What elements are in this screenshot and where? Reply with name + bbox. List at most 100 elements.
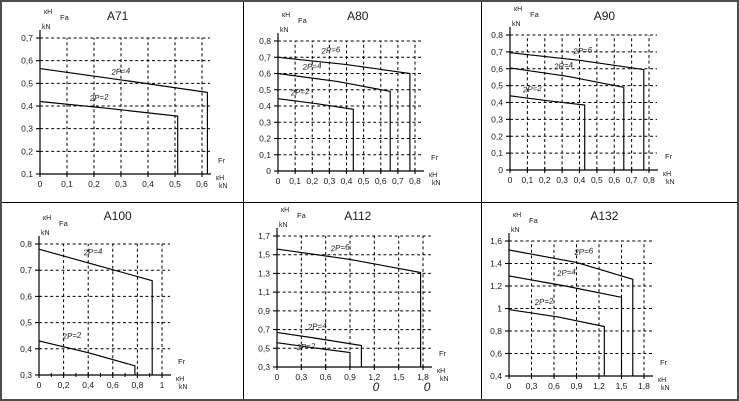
x-tick-label: 1,8 xyxy=(638,381,650,391)
curve-label: 2P=4 xyxy=(82,247,103,258)
y-tick-label: 0 xyxy=(498,165,503,175)
x-tick-label: 1,2 xyxy=(368,372,380,382)
curve-2p=4 xyxy=(276,331,362,367)
chart-a132: 0,4 0,6 0,8 1 1,2 1,4 1,6 0 0,3 0,6 0,9 1,2 1,5 1,8 2P… xyxy=(490,209,670,392)
y-tick-label: 0,7 xyxy=(258,325,270,335)
x-axis-unit-kn-cyr: кН xyxy=(429,172,437,179)
y-tick-label: 0,7 xyxy=(21,33,33,43)
x-tick-label: 0,1 xyxy=(61,179,73,189)
y-tick-label: 1 xyxy=(497,304,502,314)
curve-2p=2 xyxy=(38,340,136,375)
x-tick-label: 0,2 xyxy=(306,176,318,186)
curve-2p=6 xyxy=(508,249,634,376)
curve-label: 2P=2 xyxy=(289,87,310,98)
y-tick-label: 0,8 xyxy=(20,239,32,249)
y-tick-label: 0,8 xyxy=(490,326,502,336)
y-tick-label: 1,2 xyxy=(490,281,502,291)
curve-label: 2P=2 xyxy=(522,84,543,95)
x-axis-unit-kn-lat: kN xyxy=(219,183,228,190)
chart-title: A90 xyxy=(594,9,616,23)
y-tick-label: 0,5 xyxy=(20,318,32,328)
y-tick-label: 0,7 xyxy=(491,47,503,57)
y-tick-label: 0,1 xyxy=(491,148,503,158)
x-axis-unit-kn-lat: kN xyxy=(440,376,449,383)
curve-2p=2 xyxy=(508,309,605,376)
y-axis-unit-kn-lat: kN xyxy=(41,230,50,237)
x-tick-label: 1,5 xyxy=(616,381,628,391)
x-tick-label: 1,5 xyxy=(393,372,405,382)
curve-2p=4 xyxy=(38,248,153,375)
chart-title: A80 xyxy=(347,9,369,23)
y-axis-unit-kn-cyr: кН xyxy=(513,212,521,219)
chart-panel-a132: 0,4 0,6 0,8 1 1,2 1,4 1,6 0 0,3 0,6 0,9 1,2 1,5 1,8 2P… xyxy=(482,203,737,399)
x-tick-label: 0,3 xyxy=(323,176,335,186)
stray-zero-annotation: 0 xyxy=(373,380,380,394)
x-tick-label: 0,5 xyxy=(358,176,370,186)
x-axis-unit-kn-lat: kN xyxy=(661,385,670,392)
curve-2p=6 xyxy=(509,52,645,170)
y-tick-label: 0,6 xyxy=(259,69,271,79)
y-axis-unit-kn-cyr: кН xyxy=(44,9,52,16)
curve-label: 2P=2 xyxy=(88,92,109,103)
x-tick-label: 0,4 xyxy=(341,176,353,186)
y-axis-unit-kn-lat: kN xyxy=(42,24,51,31)
x-tick-label: 0,6 xyxy=(196,179,208,189)
y-axis-quantity-fa: Fa xyxy=(530,10,540,19)
y-axis-unit-kn-lat: kN xyxy=(280,27,289,34)
x-tick-label: 0,3 xyxy=(526,381,538,391)
y-tick-label: 0,3 xyxy=(258,362,270,372)
x-axis-quantity-fr: Fr xyxy=(439,349,447,358)
chart-panel-a100: 0,3 0,4 0,5 0,6 0,7 0,8 0 0,2 0,4 0,6 0,8 1 2P=4 2P=2… xyxy=(2,203,244,399)
y-axis-quantity-fa: Fa xyxy=(59,219,69,228)
y-tick-label: 0 xyxy=(266,166,271,176)
chart-title: A71 xyxy=(107,9,129,23)
x-tick-label: 0,7 xyxy=(626,175,638,185)
curve-label: 2P=4 xyxy=(556,267,577,278)
curve-2p=4 xyxy=(508,275,623,376)
curve-label: 2P=2 xyxy=(533,296,554,307)
curve-2p=2 xyxy=(276,342,351,367)
chart-title: A100 xyxy=(104,209,132,223)
y-tick-label: 0,5 xyxy=(491,81,503,91)
x-axis-unit-kn-lat: kN xyxy=(179,384,188,391)
x-axis-unit-kn-lat: kN xyxy=(666,179,675,186)
y-tick-label: 0,5 xyxy=(21,78,33,88)
chart-panel-a112: 0,3 0,5 0,7 0,9 1,1 1,3 1,5 1,7 0 0,3 0,6 0,9 1,2 1,5… xyxy=(244,203,482,399)
y-axis-unit-kn-lat: kN xyxy=(279,222,288,229)
curve-label: 2P=6 xyxy=(320,45,341,56)
x-tick-label: 0,3 xyxy=(556,175,568,185)
x-tick-label: 0 xyxy=(275,372,280,382)
y-tick-label: 0,4 xyxy=(21,101,33,111)
y-tick-label: 0,2 xyxy=(491,131,503,141)
x-tick-label: 0,6 xyxy=(548,381,560,391)
curve-2p=6 xyxy=(276,248,422,367)
x-tick-label: 0,6 xyxy=(107,380,119,390)
x-tick-label: 0,7 xyxy=(392,176,404,186)
x-tick-label: 0,8 xyxy=(643,175,655,185)
y-tick-label: 0,3 xyxy=(20,370,32,380)
curve-label: 2P=4 xyxy=(301,61,322,72)
x-tick-label: 0,1 xyxy=(289,176,301,186)
curve-2p=2 xyxy=(277,98,354,171)
y-tick-label: 0,6 xyxy=(20,291,32,301)
x-axis-quantity-fr: Fr xyxy=(431,153,439,162)
y-axis-unit-kn-cyr: кН xyxy=(514,6,522,13)
curve-2p=4 xyxy=(509,67,625,170)
x-axis-quantity-fr: Fr xyxy=(660,358,668,367)
curve-2p=4 xyxy=(277,72,391,171)
y-tick-label: 0,4 xyxy=(491,98,503,108)
y-tick-label: 0,8 xyxy=(491,30,503,40)
x-tick-label: 0 xyxy=(38,179,43,189)
curve-2p=4 xyxy=(39,68,208,174)
curve-2p=2 xyxy=(509,95,586,170)
x-tick-label: 1,8 xyxy=(417,372,429,382)
x-axis-quantity-fr: Fr xyxy=(178,357,186,366)
y-axis-unit-kn-cyr: кН xyxy=(282,12,290,19)
y-axis-unit-kn-cyr: кН xyxy=(43,215,51,222)
x-tick-label: 0,8 xyxy=(131,380,143,390)
stray-zero-annotation: 0 xyxy=(424,380,431,394)
x-tick-label: 0,9 xyxy=(344,372,356,382)
chart-a112: 0,3 0,5 0,7 0,9 1,1 1,3 1,5 1,7 0 0,3 0,6 0,9 1,2 1,5… xyxy=(258,207,449,394)
